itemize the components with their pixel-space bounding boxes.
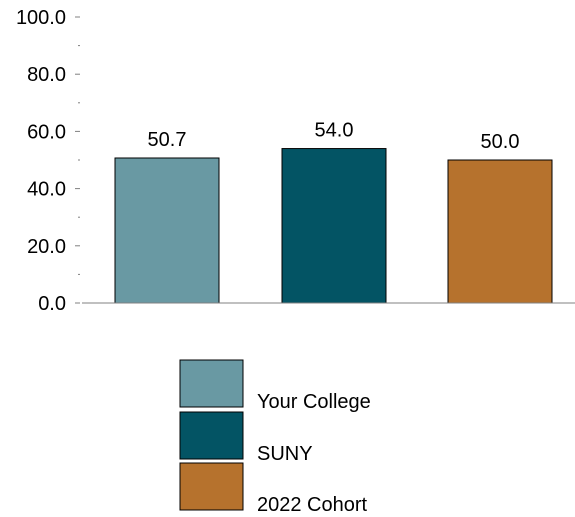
- legend: Your College SUNY 2022 Cohort: [179, 359, 371, 516]
- bar-suny: [281, 148, 387, 304]
- y-tick-label: 20.0: [27, 236, 66, 258]
- legend-label: Your College: [257, 391, 371, 413]
- y-axis: 0.0 20.0 40.0 60.0 80.0 100.0: [16, 7, 80, 315]
- y-tick-label: 60.0: [27, 121, 66, 143]
- data-labels: 50.7 54.0 50.0: [148, 120, 520, 153]
- y-tick-label: 40.0: [27, 179, 66, 201]
- y-tick-label: 80.0: [27, 64, 66, 86]
- bars: [114, 148, 553, 304]
- y-tick-label: 0.0: [38, 293, 66, 315]
- data-label: 50.7: [148, 129, 187, 151]
- bar-2022-cohort: [447, 159, 553, 304]
- y-tick-label: 100.0: [16, 7, 66, 29]
- legend-swatch: [179, 462, 244, 511]
- data-label: 54.0: [315, 120, 354, 142]
- legend-label: 2022 Cohort: [257, 494, 368, 516]
- bar-your-college: [114, 157, 220, 304]
- data-label: 50.0: [481, 131, 520, 153]
- legend-swatch: [179, 359, 244, 408]
- legend-label: SUNY: [257, 443, 313, 465]
- legend-swatch: [179, 411, 244, 460]
